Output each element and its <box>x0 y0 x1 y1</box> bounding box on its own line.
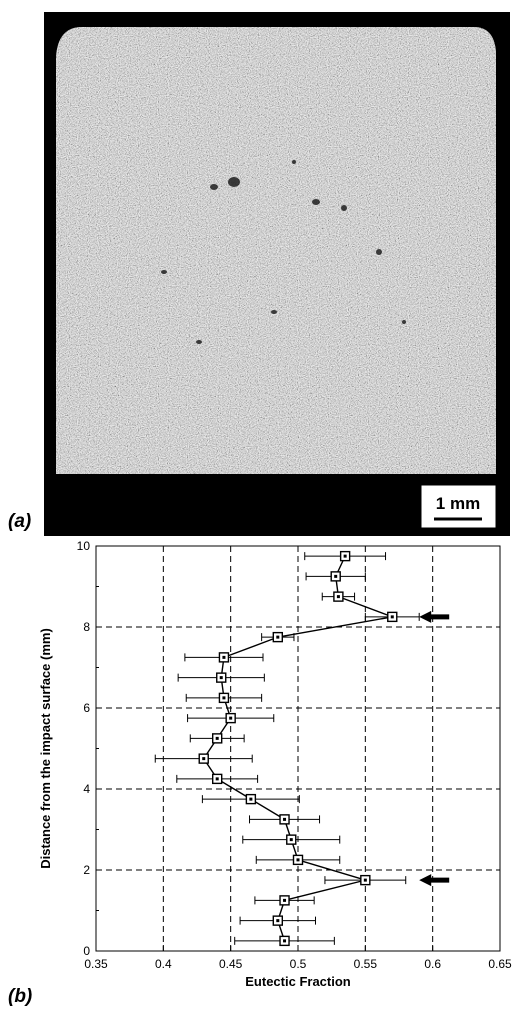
series-line <box>202 555 395 942</box>
y-tick-label: 10 <box>77 539 91 553</box>
data-point-center <box>229 716 233 720</box>
panel-label-b: (b) <box>8 986 33 1007</box>
x-axis-title: Eutectic Fraction <box>245 974 351 989</box>
data-point-center <box>390 615 394 619</box>
data-point-center <box>222 696 226 700</box>
y-tick-label: 6 <box>83 701 90 715</box>
x-tick-label: 0.35 <box>84 957 108 971</box>
porosity-spots <box>161 160 406 344</box>
data-point-center <box>222 655 226 659</box>
y-tick-label: 8 <box>83 620 90 634</box>
data-point-center <box>296 858 300 862</box>
axis-ticks: 0.35 0.4 0.45 0.5 0.55 0.6 0.65 0 2 4 6 8 10 <box>77 539 512 971</box>
data-point-center <box>215 736 219 740</box>
arrow-marker <box>419 874 450 887</box>
x-tick-label: 0.5 <box>290 957 307 971</box>
micrograph-image: 1 mm <box>44 12 510 536</box>
x-tick-label: 0.4 <box>155 957 172 971</box>
data-point-center <box>249 797 253 801</box>
data-point-center <box>336 595 340 599</box>
data-point-center <box>283 898 287 902</box>
data-point-center <box>334 574 338 578</box>
data-series <box>154 550 420 947</box>
y-tick-label: 4 <box>83 782 90 796</box>
grid <box>96 546 500 951</box>
x-tick-label: 0.45 <box>219 957 243 971</box>
data-point-center <box>202 757 206 761</box>
arrows <box>419 610 450 887</box>
x-tick-label: 0.55 <box>354 957 378 971</box>
data-point-center <box>283 939 287 943</box>
data-point-center <box>343 554 347 558</box>
y-axis-title: Distance from the impact surface (mm) <box>38 628 53 869</box>
eutectic-fraction-chart: 0.35 0.4 0.45 0.5 0.55 0.6 0.65 0 2 4 6 8 10 Eutecti… <box>38 539 512 989</box>
data-point-center <box>276 635 280 639</box>
data-point-center <box>289 838 293 842</box>
data-point-center <box>363 878 367 882</box>
panel-label-a: (a) <box>8 511 32 532</box>
x-tick-label: 0.6 <box>424 957 441 971</box>
y-tick-label: 2 <box>83 863 90 877</box>
data-point-center <box>219 676 223 680</box>
specimen-section <box>56 27 496 474</box>
y-tick-label: 0 <box>83 944 90 958</box>
x-tick-label: 0.65 <box>488 957 512 971</box>
scale-bar-label: 1 mm <box>436 494 480 513</box>
data-point-center <box>283 817 287 821</box>
data-point-center <box>215 777 219 781</box>
data-point-center <box>276 919 280 923</box>
scale-bar: 1 mm <box>420 484 497 529</box>
arrow-marker <box>419 610 450 623</box>
